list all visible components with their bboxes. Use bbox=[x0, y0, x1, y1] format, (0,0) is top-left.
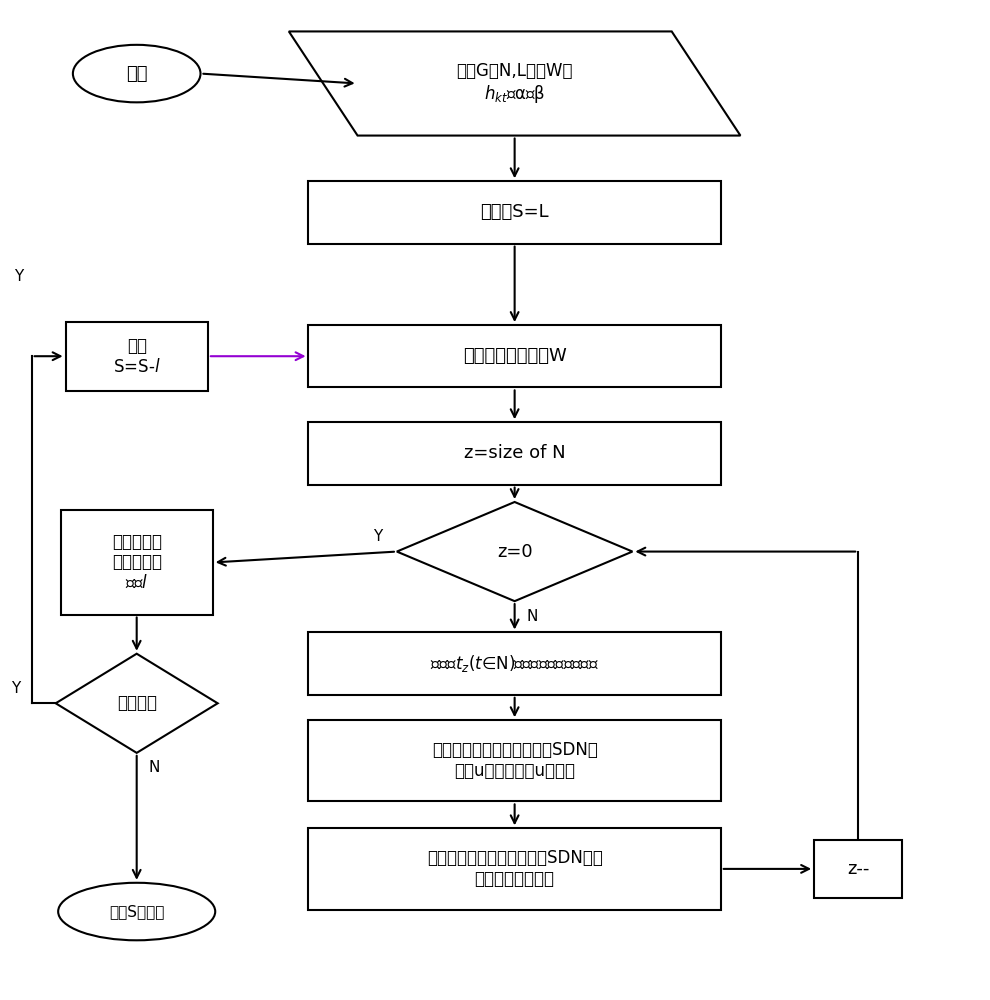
Bar bbox=[60, 510, 213, 615]
Bar bbox=[309, 632, 721, 695]
Text: z=0: z=0 bbox=[497, 543, 533, 561]
Text: 计算以$t_z$($t$∈N)为目的地的最短路径树: 计算以$t_z$($t$∈N)为目的地的最短路径树 bbox=[431, 653, 599, 674]
Polygon shape bbox=[397, 502, 633, 601]
Text: 根据流量分配算法，对注入SDN交换
机的流量进行分配: 根据流量分配算法，对注入SDN交换 机的流量进行分配 bbox=[427, 850, 603, 888]
Text: 关闭容量利
用率最小的
链路$l$: 关闭容量利 用率最小的 链路$l$ bbox=[112, 533, 161, 592]
Text: 优化网络链路权重W: 优化网络链路权重W bbox=[462, 347, 566, 365]
Text: N: N bbox=[148, 760, 159, 775]
Bar bbox=[814, 840, 903, 898]
Text: 初始化S=L: 初始化S=L bbox=[480, 203, 548, 221]
Polygon shape bbox=[289, 31, 741, 136]
Text: 关闭成功: 关闭成功 bbox=[117, 694, 156, 712]
Bar bbox=[65, 322, 208, 391]
Bar bbox=[309, 181, 721, 244]
Text: N: N bbox=[527, 609, 538, 624]
Bar bbox=[309, 720, 721, 801]
Text: 发现最短路径树上的第一个SDN交
换机u，计算注入u的流量: 发现最短路径树上的第一个SDN交 换机u，计算注入u的流量 bbox=[432, 741, 598, 780]
Text: Y: Y bbox=[372, 529, 382, 544]
Text: 开始: 开始 bbox=[126, 65, 148, 83]
Text: 更新
S=S-$l$: 更新 S=S-$l$ bbox=[113, 337, 160, 376]
Ellipse shape bbox=[73, 45, 201, 102]
Text: Y: Y bbox=[11, 681, 20, 696]
Text: 输入G（N,L）、W、
$h_{kt}$、α、β: 输入G（N,L）、W、 $h_{kt}$、α、β bbox=[456, 62, 573, 105]
Bar bbox=[309, 325, 721, 387]
Bar bbox=[309, 422, 721, 485]
Text: z--: z-- bbox=[847, 860, 869, 878]
Text: 返回S，结束: 返回S，结束 bbox=[109, 904, 164, 919]
Text: z=size of N: z=size of N bbox=[464, 444, 565, 462]
Bar bbox=[309, 828, 721, 910]
Text: Y: Y bbox=[14, 269, 23, 284]
Ellipse shape bbox=[58, 883, 215, 940]
Polygon shape bbox=[55, 654, 218, 753]
